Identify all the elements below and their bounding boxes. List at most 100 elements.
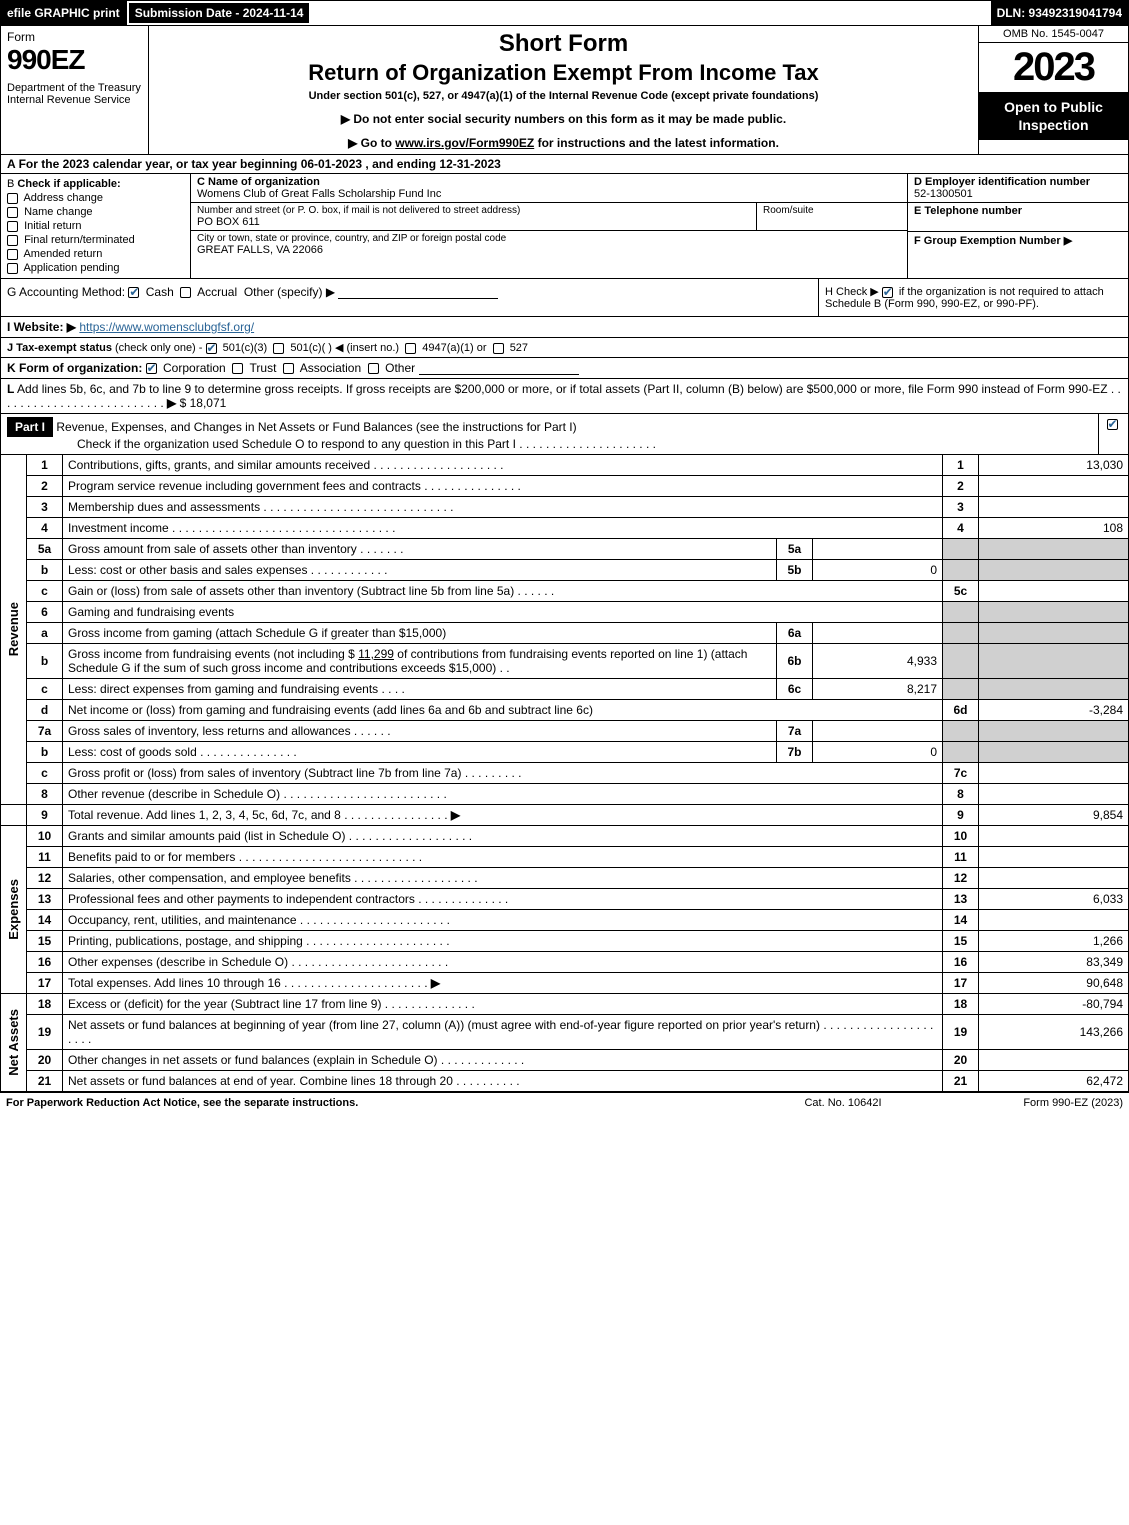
l4-amt: 108 [979,518,1129,539]
l15-ln: 15 [943,931,979,952]
j-527-checkbox[interactable] [493,343,504,354]
l3-num: 3 [27,497,63,518]
j-opt1: 501(c)(3) [223,342,268,354]
netassets-label: Net Assets [6,1009,21,1076]
line-21-row: 21 Net assets or fund balances at end of… [1,1071,1129,1092]
l18-ln: 18 [943,994,979,1015]
l12-desc: Salaries, other compensation, and employ… [63,868,943,889]
l10-num: 10 [27,826,63,847]
l15-desc: Printing, publications, postage, and shi… [63,931,943,952]
part1-label: Part I [7,417,53,437]
irs-link[interactable]: www.irs.gov/Form990EZ [395,136,534,150]
row-h: H Check ▶ if the organization is not req… [818,279,1128,316]
cash-checkbox[interactable] [128,287,139,298]
k-opt-3: Other [385,361,415,375]
col-b-checkbox-5[interactable] [7,263,18,274]
row-j: J Tax-exempt status (check only one) - 5… [0,338,1129,358]
ein-section: D Employer identification number 52-1300… [908,174,1128,203]
l12-amt [979,868,1129,889]
room-label: Room/suite [763,205,901,216]
l5a-sub: 5a [777,539,813,560]
street-row: Number and street (or P. O. box, if mail… [191,203,907,231]
l8-num: 8 [27,784,63,805]
line-4-row: 4 Investment income . . . . . . . . . . … [1,518,1129,539]
col-b-checkbox-4[interactable] [7,249,18,260]
col-b-checkbox-0[interactable] [7,193,18,204]
line-7a-row: 7a Gross sales of inventory, less return… [1,721,1129,742]
l16-ln: 16 [943,952,979,973]
k-trust-checkbox[interactable] [232,363,243,374]
l6c-sub: 6c [777,679,813,700]
l5a-desc: Gross amount from sale of assets other t… [63,539,777,560]
l6d-num: d [27,700,63,721]
dln-label: DLN: 93492319041794 [991,1,1128,25]
title-short-form: Short Form [159,30,968,58]
footer: For Paperwork Reduction Act Notice, see … [0,1092,1129,1113]
line-5c-row: c Gain or (loss) from sale of assets oth… [1,581,1129,602]
l20-desc: Other changes in net assets or fund bala… [63,1050,943,1071]
accrual-checkbox[interactable] [180,287,191,298]
netassets-side-label: Net Assets [1,994,27,1092]
col-b-item-label-5: Application pending [23,262,119,274]
col-b-label: Check if applicable: [17,178,120,190]
l7a-amt [979,721,1129,742]
line-2-row: 2 Program service revenue including gove… [1,476,1129,497]
j-501c-checkbox[interactable] [273,343,284,354]
l16-desc: Other expenses (describe in Schedule O) … [63,952,943,973]
j-opt2: 501(c)( ) ◀ (insert no.) [290,342,399,354]
l7a-subval [813,721,943,742]
form-header: Form 990EZ Department of the Treasury In… [0,26,1129,155]
other-specify-field[interactable] [338,285,498,299]
k-label: K Form of organization: [7,361,142,375]
part1-checkbox[interactable] [1107,419,1118,430]
l13-num: 13 [27,889,63,910]
h-prefix: H [825,286,833,298]
k-assoc-checkbox[interactable] [283,363,294,374]
l16-num: 16 [27,952,63,973]
l21-ln: 21 [943,1071,979,1092]
j-501c3-checkbox[interactable] [206,343,217,354]
submission-date: Submission Date - 2024-11-14 [127,1,312,25]
ein-value: 52-1300501 [914,188,1122,200]
h-checkbox[interactable] [882,287,893,298]
l5c-amt [979,581,1129,602]
line-13-row: 13 Professional fees and other payments … [1,889,1129,910]
line-6-row: 6 Gaming and fundraising events [1,602,1129,623]
website-link[interactable]: https://www.womensclubgfsf.org/ [79,320,254,334]
col-b-checkbox-3[interactable] [7,235,18,246]
row-a-prefix: A [7,157,15,171]
line-10-row: Expenses 10 Grants and similar amounts p… [1,826,1129,847]
col-b-prefix: B [7,178,14,190]
k-opt-0: Corporation [163,361,226,375]
l6b-ln [943,644,979,679]
line-8-row: 8 Other revenue (describe in Schedule O)… [1,784,1129,805]
col-b-item-5: Application pending [7,262,184,274]
form-word: Form [7,30,142,44]
col-b-checkbox-2[interactable] [7,221,18,232]
instruction-ssn: ▶ Do not enter social security numbers o… [159,112,968,126]
ein-label: D Employer identification number [914,176,1122,188]
k-corp-checkbox[interactable] [146,363,157,374]
col-b-item-1: Name change [7,206,184,218]
l6c-num: c [27,679,63,700]
l8-amt [979,784,1129,805]
l17-num: 17 [27,973,63,994]
l-arrow: ▶ [167,396,180,410]
line-1-row: Revenue 1 Contributions, gifts, grants, … [1,455,1129,476]
row-gh: G Accounting Method: Cash Accrual Other … [0,279,1129,317]
l5c-ln: 5c [943,581,979,602]
k-other-field[interactable] [419,361,579,375]
footer-right-suffix: (2023) [1088,1097,1123,1109]
efile-label[interactable]: efile GRAPHIC print [1,1,127,25]
col-b-checkbox-1[interactable] [7,207,18,218]
l8-ln: 8 [943,784,979,805]
l20-amt [979,1050,1129,1071]
l6b-amt [979,644,1129,679]
l7b-ln [943,742,979,763]
j-4947-checkbox[interactable] [405,343,416,354]
k-other-checkbox[interactable] [368,363,379,374]
l19-amt: 143,266 [979,1015,1129,1050]
l7b-num: b [27,742,63,763]
city-section: City or town, state or province, country… [191,231,907,258]
part1-dots: . . . . . . . . . . . . . . . . . . . . … [519,437,656,451]
